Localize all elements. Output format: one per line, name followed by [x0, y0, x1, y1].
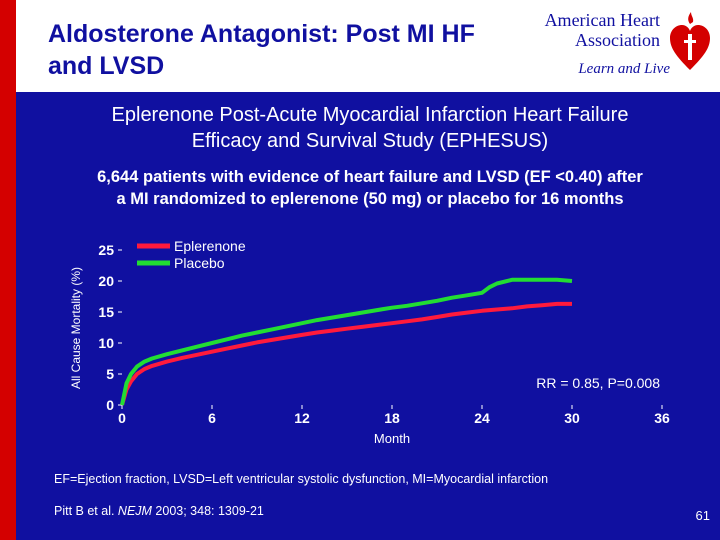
series-line-eplerenone	[120, 301, 572, 406]
y-tick-label: 10	[98, 335, 114, 351]
x-tick-label: 30	[564, 410, 580, 426]
y-tick-label: 15	[98, 304, 114, 320]
aha-logo-line-1: American Heart	[544, 10, 660, 30]
rr-annotation: RR = 0.85, P=0.008	[536, 375, 660, 391]
y-tick-label: 5	[106, 366, 114, 382]
series-line-placebo	[120, 277, 573, 406]
study-title-line-1: Eplerenone Post-Acute Myocardial Infarct…	[111, 104, 629, 126]
description-line-1: 6,644 patients with evidence of heart fa…	[97, 168, 643, 186]
aha-logo-tagline: Learn and Live	[578, 61, 670, 77]
study-title: Eplerenone Post-Acute Myocardial Infarct…	[30, 102, 710, 154]
header-bar	[0, 0, 720, 92]
abbreviations-footnote: EF=Ejection fraction, LVSD=Left ventricu…	[54, 472, 549, 486]
heart-torch-icon	[670, 12, 710, 70]
x-tick-label: 12	[294, 410, 310, 426]
study-title-line-2: Efficacy and Survival Study (EPHESUS)	[191, 130, 549, 152]
title-line-2: and LVSD	[48, 52, 165, 80]
aha-logo: American Heart Association Learn and Liv…	[540, 6, 715, 86]
citation-journal: NEJM	[117, 504, 152, 518]
citation-details: 2003; 348: 1309-21	[151, 504, 264, 518]
legend-label-placebo: Placebo	[174, 255, 225, 271]
description-line-2: a MI randomized to eplerenone (50 mg) or…	[116, 190, 624, 208]
y-tick-label: 20	[98, 273, 114, 289]
y-axis-title: All Cause Mortality (%)	[69, 267, 83, 389]
x-axis-title: Month	[374, 431, 410, 446]
x-tick-label: 6	[208, 410, 216, 426]
y-tick-label: 0	[106, 397, 114, 413]
citation: Pitt B et al. NEJM 2003; 348: 1309-21	[54, 504, 554, 518]
study-description: 6,644 patients with evidence of heart fa…	[20, 166, 720, 210]
page-number: 61	[695, 508, 710, 523]
x-tick-label: 0	[118, 410, 126, 426]
y-tick-label: 25	[98, 242, 114, 258]
accent-strip	[0, 0, 16, 540]
legend-label-eplerenone: Eplerenone	[174, 238, 246, 254]
x-tick-label: 24	[474, 410, 490, 426]
slide-title: Aldosterone Antagonist: Post MI HF and L…	[48, 18, 518, 82]
aha-logo-line-2: Association	[575, 30, 660, 50]
aha-logo-name: American Heart Association	[540, 10, 660, 50]
x-tick-label: 36	[654, 410, 670, 426]
x-tick-label: 18	[384, 410, 400, 426]
citation-authors: Pitt B et al.	[54, 504, 118, 518]
title-line-1: Aldosterone Antagonist: Post MI HF	[48, 20, 475, 48]
mortality-chart: 0 5 10 15 20 25 0 6 12 18 24 30 36 Month All Cause Mor…	[69, 238, 670, 446]
